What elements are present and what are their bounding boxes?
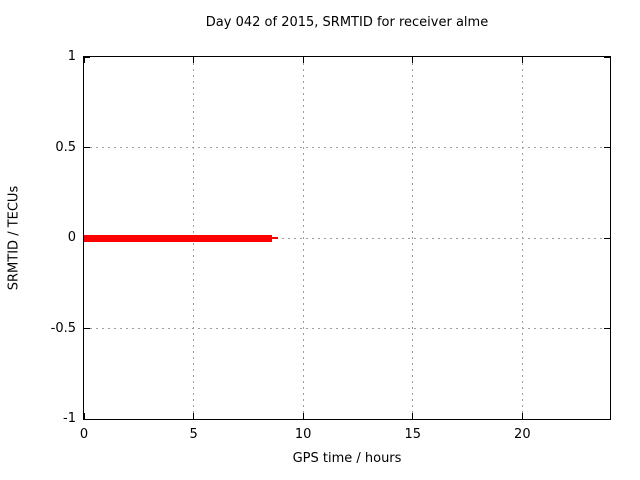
y-gridline — [84, 237, 610, 239]
x-tick-label: 0 — [79, 427, 89, 442]
y-tick-mark — [84, 328, 90, 329]
x-tick-label: 10 — [294, 427, 312, 442]
y-gridline — [84, 147, 610, 148]
plot-area: 0 5 10 15 20 1 0.5 0 -0.5 -1 — [51, 49, 611, 442]
x-tick-mark-top — [302, 57, 304, 63]
x-tick-mark-top — [521, 57, 523, 63]
y-tick-mark-right — [604, 328, 610, 329]
x-tick-mark-top — [412, 57, 414, 63]
x-tick-label: 5 — [189, 427, 198, 442]
x-axis-label: GPS time / hours — [292, 451, 402, 466]
series-line — [272, 237, 278, 239]
y-tick-mark — [84, 56, 90, 58]
y-tick-mark-right — [604, 237, 610, 239]
y-tick-label: 1 — [67, 49, 76, 64]
y-tick-label: -0.5 — [50, 320, 76, 336]
y-tick-mark — [84, 418, 90, 420]
x-tick-mark-top — [83, 57, 85, 63]
chart-title: Day 042 of 2015, SRMTID for receiver alm… — [205, 15, 489, 30]
y-tick-label: 0.5 — [55, 139, 76, 155]
x-tick-label: 15 — [404, 427, 422, 442]
y-tick-label: -1 — [63, 411, 76, 426]
x-tick-label: 20 — [514, 427, 531, 442]
series-line — [84, 234, 273, 242]
x-tick-mark — [521, 413, 523, 419]
x-tick-mark — [412, 413, 414, 419]
y-tick-mark-right — [604, 56, 610, 58]
x-tick-mark-top — [193, 57, 195, 63]
y-tick-label: 0 — [67, 230, 76, 245]
x-tick-mark — [83, 413, 85, 419]
y-tick-mark-right — [604, 418, 610, 420]
y-tick-mark-right — [604, 147, 610, 148]
x-tick-mark — [302, 413, 304, 419]
y-tick-mark — [84, 147, 90, 148]
x-tick-mark — [193, 413, 195, 419]
y-gridline — [84, 328, 610, 329]
